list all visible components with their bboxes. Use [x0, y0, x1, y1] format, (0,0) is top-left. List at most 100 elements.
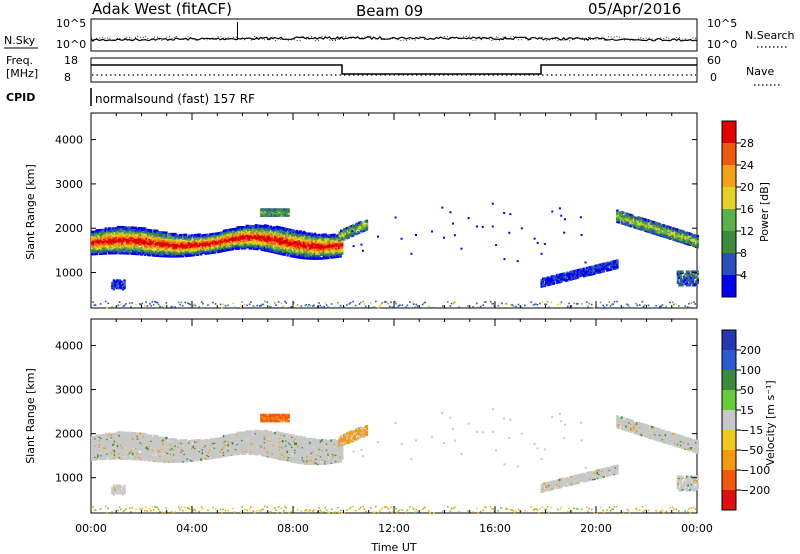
power-cell [139, 235, 142, 239]
power-cell [187, 239, 191, 242]
power-cell [198, 249, 201, 252]
power-cell [292, 229, 295, 232]
power-noise-cell [515, 305, 517, 308]
power-cell [688, 276, 692, 280]
power-cell [327, 246, 330, 250]
velocity-cell [92, 449, 95, 452]
power-cell [124, 232, 127, 235]
power-cell [315, 257, 318, 260]
power-cell [121, 250, 124, 254]
power-cell [251, 244, 254, 248]
velocity-cell [110, 447, 114, 450]
power-cell [124, 226, 127, 229]
power-cell [133, 242, 136, 246]
power-cell [616, 219, 619, 222]
power-noise-cell [156, 301, 159, 304]
power-cell [192, 236, 195, 240]
power-cell [110, 250, 114, 254]
power-cell [684, 272, 687, 276]
power-cell [342, 233, 346, 236]
velocity-cell [100, 441, 103, 445]
power-cell [230, 238, 233, 241]
power-noise-cell [214, 303, 217, 305]
power-cell [292, 245, 295, 248]
power-cell [281, 238, 285, 241]
power-cell [166, 237, 170, 241]
velocity-cell [153, 437, 156, 440]
power-cell [97, 246, 100, 249]
power-cell [239, 233, 242, 236]
power-cell [209, 250, 212, 253]
power-cell [197, 247, 200, 250]
power-cell [587, 268, 590, 272]
velocity-cell [104, 450, 108, 453]
power-cell [247, 239, 250, 243]
power-cell [300, 234, 303, 237]
power-noise-cell [135, 303, 137, 306]
power-cell [605, 264, 608, 267]
velocity-cell [131, 454, 135, 457]
velocity-cell [131, 438, 135, 441]
power-cell [127, 243, 130, 246]
power-cell [596, 266, 599, 270]
power-cell [261, 214, 265, 217]
power-cell [231, 247, 235, 251]
power-cell [626, 212, 630, 216]
power-cell [127, 233, 130, 237]
power-cell [275, 244, 279, 247]
velocity-cell [140, 440, 144, 443]
power-cell [303, 230, 306, 234]
power-cell [278, 237, 282, 240]
velocity-cell [121, 457, 124, 460]
velocity-cell [97, 434, 100, 437]
power-cell [626, 219, 630, 222]
power-cell [221, 248, 224, 252]
power-cell [614, 263, 618, 266]
power-cell [322, 252, 326, 255]
velocity-cell [145, 452, 148, 456]
velocity-cell [145, 450, 148, 453]
power-cell [251, 239, 254, 243]
power-cell [233, 239, 236, 242]
power-cell [147, 250, 150, 253]
power-cell [118, 235, 121, 239]
power-cell [260, 224, 264, 228]
power-cell [608, 263, 612, 267]
power-cell [231, 241, 235, 245]
power-cell [171, 232, 174, 236]
power-cell [316, 237, 320, 240]
power-sparse-cell [360, 243, 363, 246]
power-cell [245, 243, 248, 246]
power-cell [275, 239, 279, 242]
power-cell [625, 213, 628, 217]
power-cell [294, 240, 297, 244]
power-cell [263, 229, 267, 232]
power-cell [212, 247, 215, 251]
power-noise-cell [178, 301, 180, 304]
power-cell [309, 244, 312, 248]
power-cell [679, 270, 683, 273]
power-cell [171, 248, 174, 252]
power-cell [171, 245, 174, 248]
power-noise-cell [587, 305, 589, 308]
power-cell [690, 281, 693, 284]
power-cell [103, 239, 106, 243]
power-cell [666, 236, 669, 239]
power-cell [328, 235, 332, 238]
power-cell [162, 240, 165, 243]
power-cell [162, 241, 165, 244]
power-cell [209, 241, 212, 245]
power-cell [629, 215, 633, 218]
power-cell [151, 246, 154, 250]
power-sparse-cell [351, 230, 354, 233]
power-cell [239, 243, 242, 246]
power-cell [251, 233, 254, 237]
power-cell [216, 237, 220, 240]
power-cell [602, 268, 605, 272]
power-cell [115, 249, 118, 252]
power-cell [353, 227, 356, 230]
velocity-cell [118, 449, 121, 453]
power-cell [616, 261, 619, 265]
power-cell [183, 246, 186, 249]
power-cell [174, 234, 177, 237]
